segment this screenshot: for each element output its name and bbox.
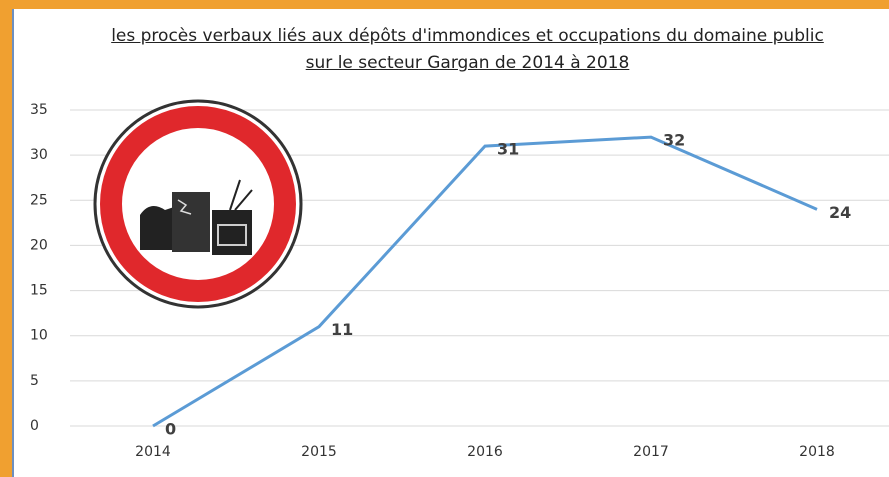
data-label: 11 [331,320,353,339]
x-tick-label: 2018 [799,444,835,460]
x-tick-label: 2015 [301,444,337,460]
y-tick-label: 25 [30,192,48,208]
y-tick-label: 15 [30,283,48,299]
data-label: 32 [663,131,685,150]
data-label: 31 [497,140,519,159]
y-tick-label: 30 [30,147,48,163]
y-tick-label: 20 [30,237,48,253]
x-tick-label: 2016 [467,444,503,460]
y-tick-label: 0 [30,418,39,434]
line [152,135,818,428]
y-tick-label: 10 [30,328,48,344]
x-tick-label: 2014 [135,444,171,460]
no-dumping-sign [93,99,303,309]
y-tick-label: 35 [30,102,48,118]
chart-title: les procès verbaux liés aux dépôts d'imm… [111,26,824,73]
y-tick-label: 5 [30,373,39,389]
data-label: 24 [829,203,851,222]
x-tick-label: 2017 [633,444,669,460]
data-label: 0 [165,420,176,439]
